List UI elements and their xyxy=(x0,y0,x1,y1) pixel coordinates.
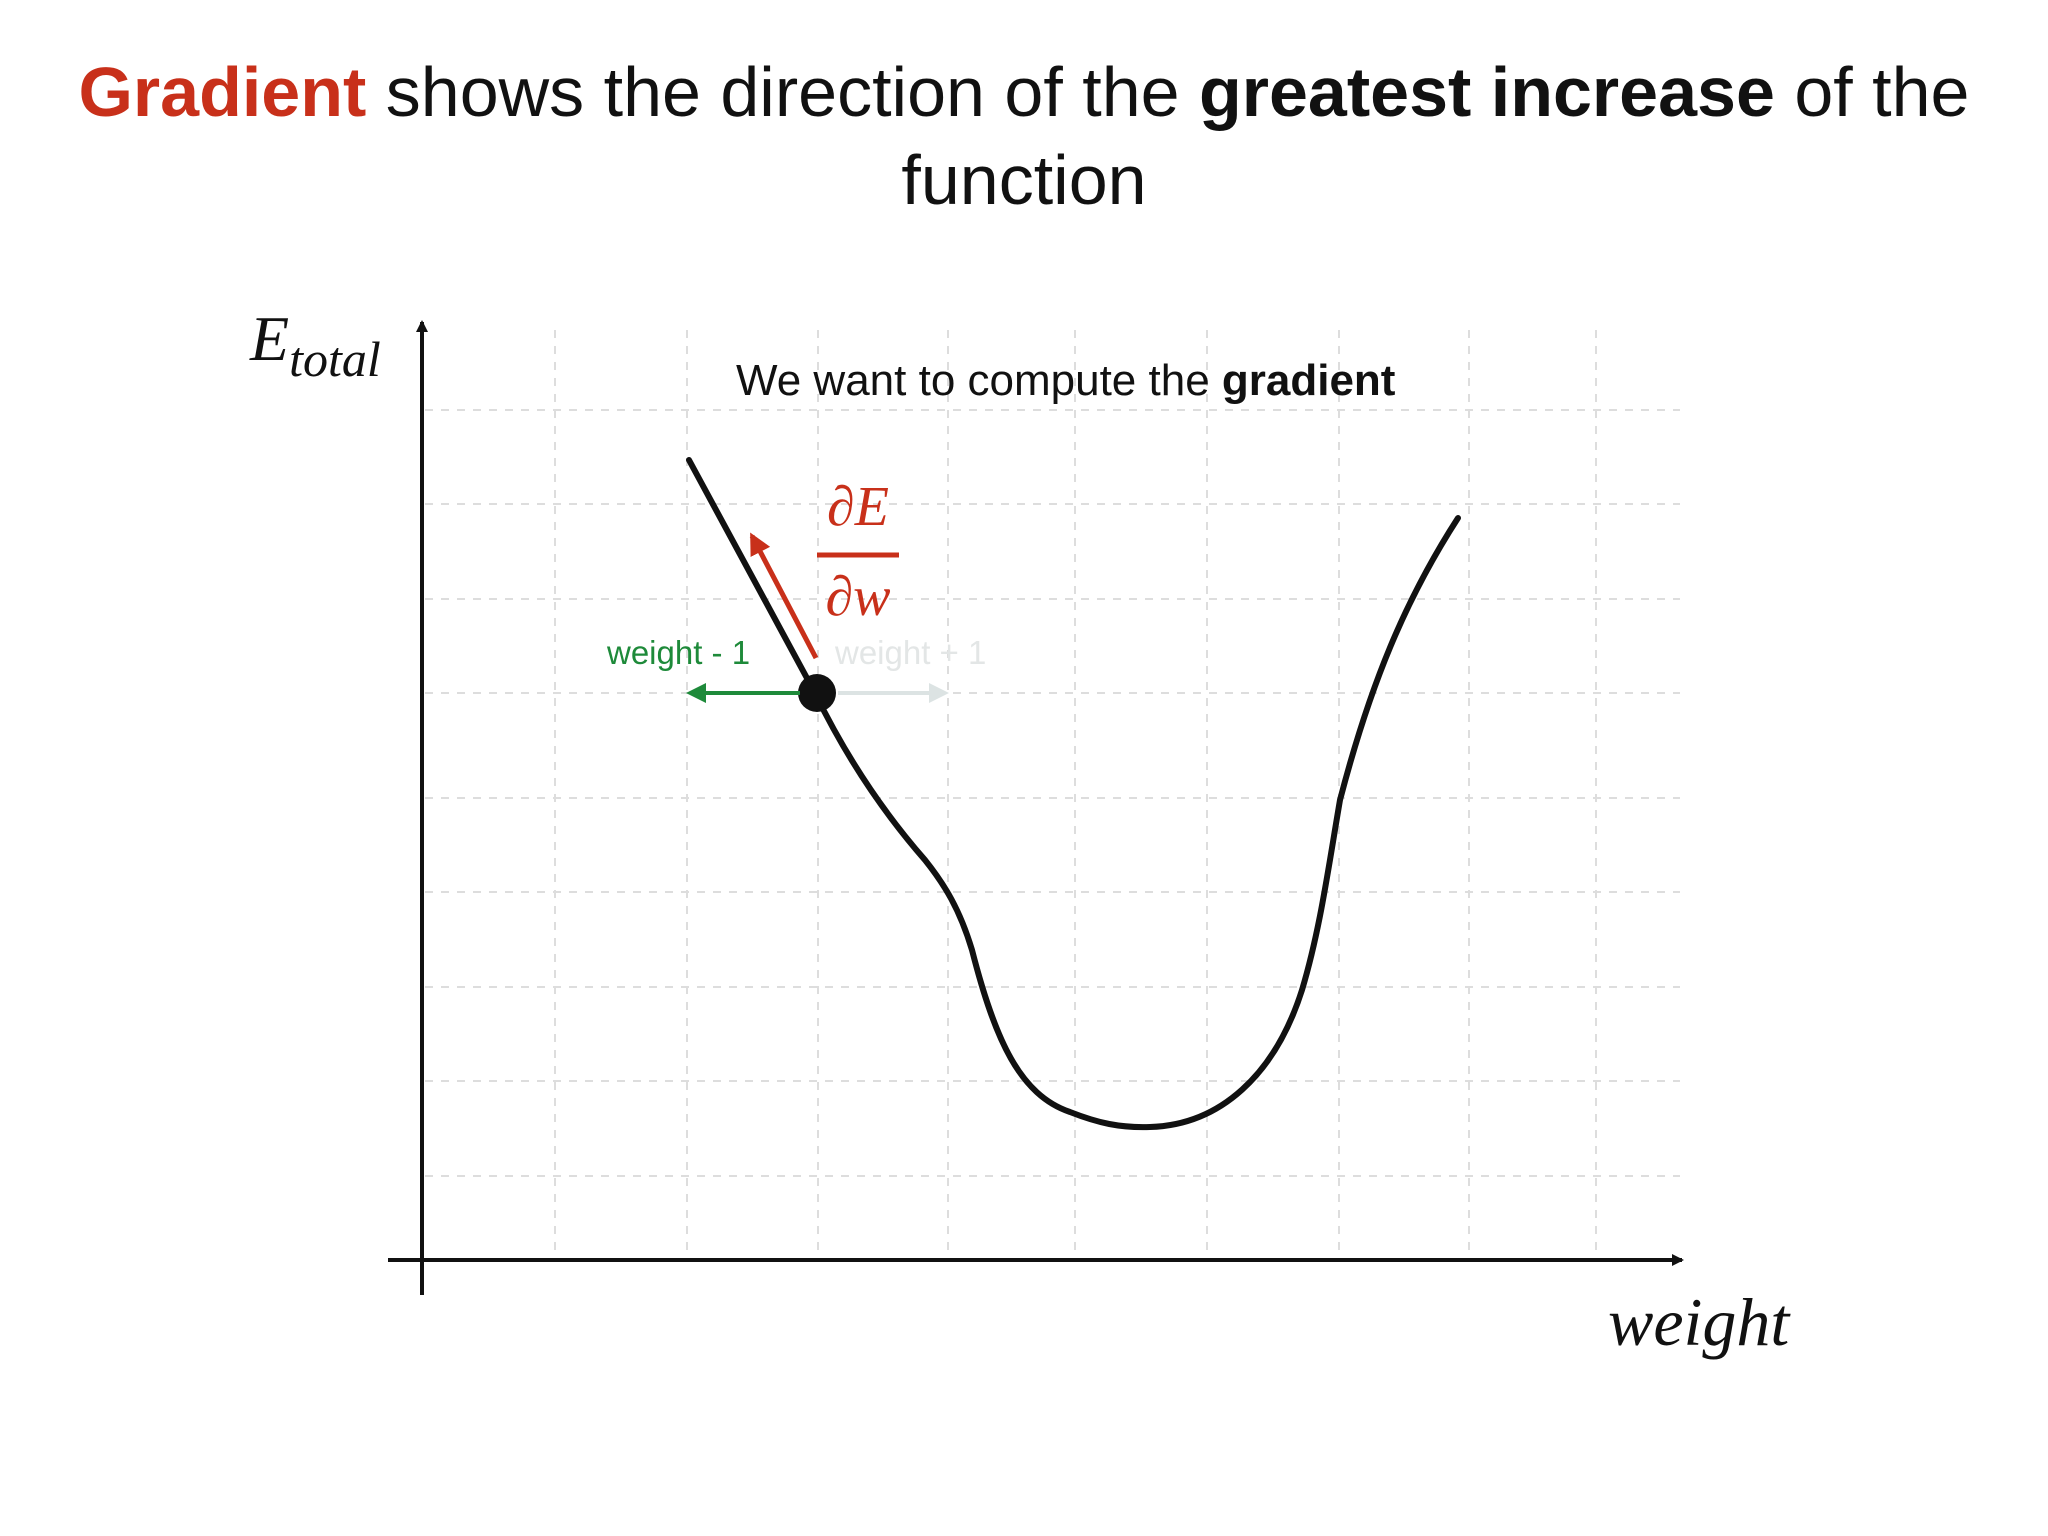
title-text-1: shows the direction of the xyxy=(366,53,1199,131)
weight-plus-label: weight + 1 xyxy=(834,634,986,671)
slide-title: Gradient shows the direction of the grea… xyxy=(0,48,2048,224)
current-point xyxy=(798,674,836,712)
caption: We want to compute the gradient xyxy=(736,356,1396,405)
caption-bold: gradient xyxy=(1222,356,1396,405)
title-greatest-increase: greatest increase xyxy=(1199,53,1775,131)
caption-prefix: We want to compute the xyxy=(736,356,1222,405)
y-axis-label: Etotal xyxy=(249,303,381,387)
weight-minus-label: weight - 1 xyxy=(606,634,750,671)
title-text-2: of the xyxy=(1774,53,1970,131)
derivative-numerator: ∂E xyxy=(827,476,889,538)
grid xyxy=(425,330,1680,1260)
derivative-denominator: ∂w xyxy=(825,566,890,628)
title-text-3: function xyxy=(901,141,1147,219)
y-axis-label-main: E xyxy=(249,303,289,374)
y-axis-label-sub: total xyxy=(289,331,381,387)
title-gradient-word: Gradient xyxy=(78,53,367,131)
error-curve xyxy=(686,457,1461,1131)
x-axis-label: weight xyxy=(1608,1284,1791,1360)
gradient-arrow xyxy=(749,532,819,660)
